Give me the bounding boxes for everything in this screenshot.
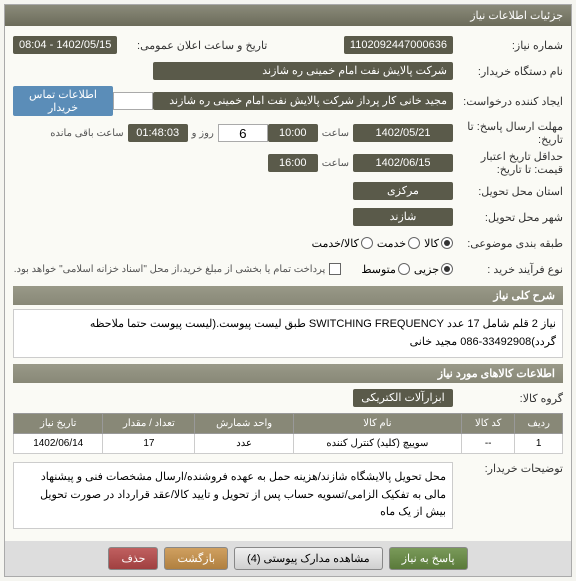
payment-note: پرداخت تمام یا بخشی از مبلغ خرید،از محل … [14, 264, 326, 275]
radio-mid[interactable] [398, 263, 410, 275]
goods-table: ردیف کد کالا نام کالا واحد شمارش تعداد /… [13, 413, 563, 454]
buyer-notes-label: توضیحات خریدار: [453, 462, 563, 475]
creator-label: ایجاد کننده درخواست: [453, 95, 563, 108]
creator-value: مجید خانی کار پرداز شرکت پالایش نفت امام… [153, 92, 453, 110]
days-input[interactable] [218, 124, 268, 142]
table-row[interactable]: 1 -- سوییچ (کلید) کنترل کننده عدد 17 140… [14, 434, 563, 454]
panel-title: جزئیات اطلاعات نیاز [5, 5, 571, 26]
td-1: -- [461, 434, 514, 454]
announce-value: 1402/05/15 - 08:04 [13, 36, 117, 54]
time-label-2: ساعت [322, 158, 349, 169]
proc-mid-label: متوسط [361, 263, 396, 276]
cat-gs-label: کالا/خدمت [312, 237, 359, 250]
remain-label: ساعت باقی مانده [50, 128, 123, 139]
radio-goods[interactable] [441, 237, 453, 249]
time-label-1: ساعت [322, 128, 349, 139]
category-radio-group: کالا خدمت کالا/خدمت [312, 237, 453, 250]
attachments-button[interactable]: مشاهده مدارک پیوستی (4) [234, 547, 383, 570]
buyer-label: نام دستگاه خریدار: [453, 65, 563, 78]
contact-button[interactable]: اطلاعات تماس خریدار [13, 86, 113, 116]
city-value: شازند [353, 208, 453, 226]
validity-date: 1402/06/15 [353, 154, 453, 172]
process-label: نوع فرآیند خرید : [453, 263, 563, 276]
goods-group-label: گروه کالا: [453, 392, 563, 405]
treasury-checkbox[interactable] [329, 263, 341, 275]
province-value: مرکزی [353, 182, 453, 200]
remove-button[interactable]: حذف [108, 547, 158, 570]
need-details-panel: جزئیات اطلاعات نیاز شماره نیاز: 11020924… [4, 4, 572, 577]
back-button[interactable]: بازگشت [164, 547, 228, 570]
td-5: 1402/06/14 [14, 434, 103, 454]
th-3: واحد شمارش [195, 414, 294, 434]
radio-goods-service[interactable] [361, 237, 373, 249]
goods-header: اطلاعات کالاهای مورد نیاز [13, 364, 563, 383]
radio-low[interactable] [441, 263, 453, 275]
announce-label: تاریخ و ساعت اعلان عمومی: [117, 39, 267, 52]
validity-time: 16:00 [268, 154, 318, 172]
cat-service-label: خدمت [377, 237, 406, 250]
goods-group-value: ابزارآلات الکتریکی [353, 389, 453, 407]
th-1: کد کالا [461, 414, 514, 434]
deadline-label: مهلت ارسال پاسخ: تا تاریخ: [453, 120, 563, 146]
radio-service[interactable] [408, 237, 420, 249]
proc-low-label: جزیی [414, 263, 439, 276]
deadline-time: 10:00 [268, 124, 318, 142]
contact-input[interactable] [113, 92, 153, 110]
category-label: طبقه بندی موضوعی: [453, 237, 563, 250]
cat-goods-label: کالا [424, 237, 439, 250]
th-4: تعداد / مقدار [103, 414, 195, 434]
province-label: استان محل تحویل: [453, 185, 563, 198]
respond-button[interactable]: پاسخ به نیاز [389, 547, 468, 570]
process-radio-group: جزیی متوسط [361, 263, 453, 276]
th-5: تاریخ نیاز [14, 414, 103, 434]
buyer-notes: محل تحویل پالایشگاه شازند/هزینه حمل به ع… [13, 462, 453, 529]
th-0: ردیف [515, 414, 563, 434]
form-body: شماره نیاز: 1102092447000636 تاریخ و ساع… [5, 26, 571, 541]
need-desc-header: شرح کلی نیاز [13, 286, 563, 305]
footer-buttons: پاسخ به نیاز مشاهده مدارک پیوستی (4) باز… [5, 541, 571, 576]
th-2: نام کالا [293, 414, 461, 434]
deadline-date: 1402/05/21 [353, 124, 453, 142]
td-4: 17 [103, 434, 195, 454]
td-0: 1 [515, 434, 563, 454]
day-label: روز و [192, 128, 214, 139]
need-desc: نیاز 2 قلم شامل 17 عدد SWITCHING FREQUEN… [13, 309, 563, 358]
city-label: شهر محل تحویل: [453, 211, 563, 224]
validity-label: حداقل تاریخ اعتبار قیمت: تا تاریخ: [453, 150, 563, 176]
need-no-value: 1102092447000636 [344, 36, 453, 54]
remain-time: 01:48:03 [128, 124, 188, 142]
buyer-value: شرکت پالایش نفت امام خمینی ره شازند [153, 62, 453, 80]
need-no-label: شماره نیاز: [453, 39, 563, 52]
td-2: سوییچ (کلید) کنترل کننده [293, 434, 461, 454]
td-3: عدد [195, 434, 294, 454]
